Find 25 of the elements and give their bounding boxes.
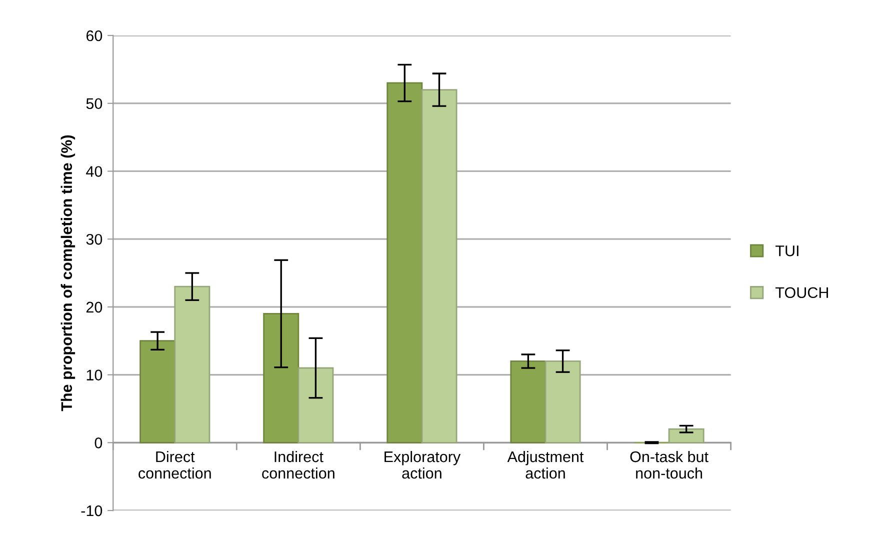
y-tick-label: 30	[86, 234, 102, 245]
bar	[544, 360, 581, 444]
x-tick-label: Direct connection	[138, 450, 211, 479]
y-tick-label: -10	[81, 505, 102, 516]
bar	[174, 286, 210, 444]
legend-label: TOUCH	[776, 287, 828, 298]
y-tick-label: 0	[94, 438, 102, 448]
bar	[510, 360, 546, 444]
bar	[386, 82, 423, 444]
bar	[298, 367, 334, 444]
legend-label: TUI	[776, 246, 798, 256]
bar	[421, 89, 458, 444]
x-tick-label: Adjustment action	[507, 450, 584, 479]
bar	[668, 428, 704, 444]
x-tick-label: Indirect connection	[262, 450, 334, 479]
bar	[263, 313, 300, 444]
x-tick-label: Exploratory action	[384, 450, 461, 479]
y-axis-title: The proportion of completion time (%)	[60, 135, 76, 412]
y-tick-label: 60	[86, 30, 102, 42]
y-tick-label: 50	[86, 98, 102, 110]
y-tick-label: 40	[86, 166, 102, 177]
y-tick-label: 10	[86, 370, 102, 380]
bar	[140, 340, 176, 444]
x-tick-label: On-task but non-touch	[630, 450, 708, 479]
y-tick-label: 20	[86, 302, 102, 313]
